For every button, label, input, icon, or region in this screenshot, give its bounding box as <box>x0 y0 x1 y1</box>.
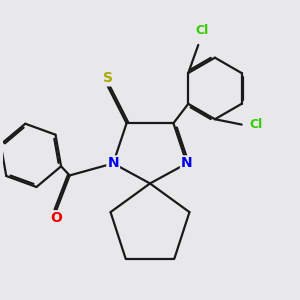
Text: S: S <box>103 71 113 85</box>
Text: Cl: Cl <box>250 118 263 131</box>
Text: Cl: Cl <box>195 24 208 37</box>
Text: N: N <box>107 156 119 170</box>
Text: N: N <box>181 156 193 170</box>
Text: O: O <box>50 211 62 225</box>
